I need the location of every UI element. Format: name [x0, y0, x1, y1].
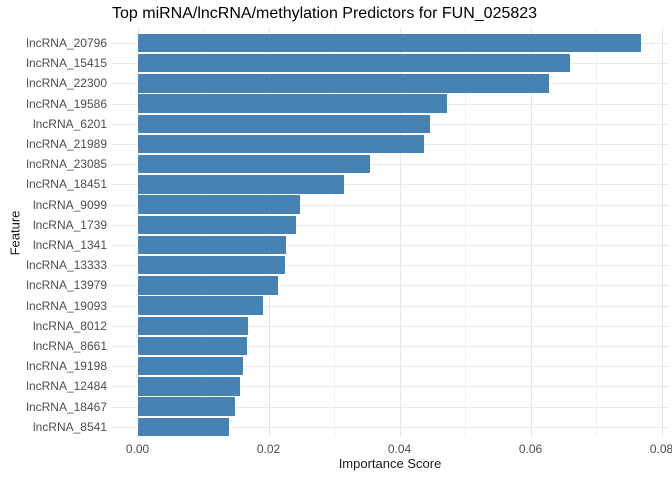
- bar-lncRNA_9099: [137, 195, 300, 214]
- gridline-row: [112, 366, 668, 368]
- gridline-major-vertical: [399, 28, 401, 437]
- bar-lncRNA_18467: [137, 397, 236, 416]
- plot-area: [112, 28, 668, 437]
- y-tick-label: lncRNA_8012: [32, 318, 107, 333]
- y-tick-label: lncRNA_6201: [32, 116, 107, 131]
- bar-lncRNA_22300: [137, 74, 549, 93]
- x-tick-label: 0.02: [256, 442, 281, 456]
- gridline-minor-vertical: [596, 28, 597, 437]
- y-tick-label: lncRNA_12484: [26, 379, 107, 394]
- bar-lncRNA_19093: [137, 296, 264, 315]
- y-tick-label: lncRNA_22300: [26, 76, 107, 91]
- gridline-row: [112, 325, 668, 327]
- y-tick-label: lncRNA_9099: [32, 197, 107, 212]
- y-tick-label: lncRNA_8541: [32, 419, 107, 434]
- x-tick-label: 0.06: [518, 442, 543, 456]
- bar-lncRNA_23085: [137, 154, 371, 174]
- y-tick-label: lncRNA_1341: [32, 238, 107, 252]
- x-tick-label: 0.08: [649, 442, 672, 456]
- gridline-row: [112, 245, 668, 246]
- gridline-row: [112, 224, 668, 226]
- y-tick-label: lncRNA_1739: [32, 217, 107, 232]
- bar-lncRNA_15415: [137, 53, 570, 73]
- bar-lncRNA_21989: [137, 134, 424, 154]
- bar-lncRNA_8012: [137, 316, 249, 336]
- bar-lncRNA_19198: [137, 356, 243, 376]
- bar-lncRNA_13979: [137, 276, 279, 295]
- bar-lncRNA_1341: [137, 235, 286, 255]
- gridline-row: [112, 346, 668, 347]
- y-tick-label: lncRNA_19586: [26, 96, 107, 111]
- x-tick-label: 0.04: [387, 442, 412, 456]
- gridline-row: [112, 305, 668, 307]
- bar-lncRNA_13333: [137, 255, 285, 275]
- bar-lncRNA_1739: [137, 215, 296, 235]
- y-tick-label: lncRNA_8661: [32, 339, 107, 353]
- y-axis-title: Feature: [7, 210, 23, 256]
- y-tick-label: lncRNA_13333: [26, 258, 107, 273]
- gridline-row: [112, 184, 668, 186]
- gridline-row: [112, 285, 668, 287]
- y-tick-label: lncRNA_21989: [26, 137, 107, 151]
- bar-lncRNA_8661: [137, 336, 247, 356]
- chart-title: Top miRNA/lncRNA/methylation Predictors …: [112, 5, 538, 22]
- y-tick-label: lncRNA_18451: [26, 177, 107, 192]
- gridline-minor-vertical: [334, 28, 335, 437]
- bar-lncRNA_20796: [137, 33, 642, 53]
- y-tick-label: lncRNA_13979: [26, 278, 107, 293]
- y-tick-label: lncRNA_18467: [26, 399, 107, 414]
- gridline-row: [112, 265, 668, 267]
- x-tick-label: 0.00: [125, 442, 150, 456]
- bar-lncRNA_6201: [137, 114, 431, 134]
- y-tick-label: lncRNA_20796: [26, 36, 107, 50]
- y-tick-label: lncRNA_23085: [26, 157, 107, 172]
- bar-lncRNA_8541: [137, 417, 230, 437]
- bar-lncRNA_19586: [137, 94, 448, 113]
- gridline-major-vertical: [661, 28, 663, 437]
- y-tick-label: lncRNA_19198: [26, 359, 107, 374]
- gridline-row: [112, 426, 668, 428]
- gridline-row: [112, 406, 668, 408]
- gridline-row: [112, 164, 668, 166]
- gridline-major-vertical: [530, 28, 532, 437]
- bar-lncRNA_18451: [137, 175, 344, 194]
- x-axis-title: Importance Score: [338, 456, 442, 471]
- gridline-row: [112, 386, 668, 388]
- bar-lncRNA_12484: [137, 377, 241, 396]
- y-tick-label: lncRNA_15415: [26, 56, 107, 71]
- gridline-row: [112, 204, 668, 206]
- y-tick-label: lncRNA_19093: [26, 298, 107, 313]
- gridline-minor-vertical: [465, 28, 466, 437]
